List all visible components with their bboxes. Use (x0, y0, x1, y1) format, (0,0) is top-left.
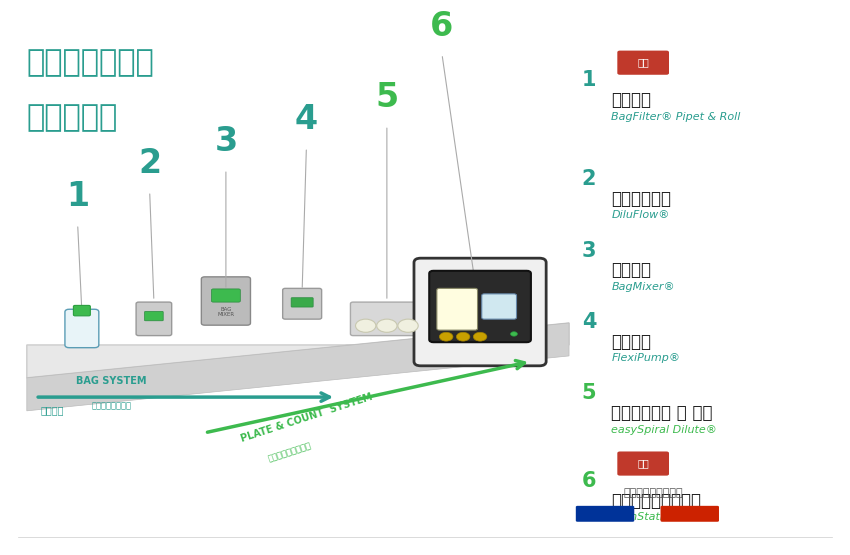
Polygon shape (27, 323, 569, 411)
FancyBboxPatch shape (617, 51, 669, 75)
Text: 样品连续稀释 ＋ 接种: 样品连续稀释 ＋ 接种 (611, 404, 713, 422)
FancyBboxPatch shape (136, 302, 172, 336)
FancyBboxPatch shape (660, 506, 719, 522)
FancyBboxPatch shape (437, 289, 478, 330)
Text: 均质稀释采样组合: 均质稀释采样组合 (92, 402, 132, 411)
Text: 液体分装: 液体分装 (611, 333, 651, 351)
FancyBboxPatch shape (212, 289, 241, 302)
Circle shape (456, 332, 470, 341)
Text: 样品自动稀释: 样品自动稀释 (611, 190, 672, 208)
Text: 1: 1 (581, 70, 596, 90)
Text: 6: 6 (581, 471, 596, 491)
FancyBboxPatch shape (201, 277, 251, 325)
Text: FlexiPump®: FlexiPump® (611, 353, 680, 363)
Text: BagFilter® Pipet & Roll: BagFilter® Pipet & Roll (611, 112, 740, 122)
FancyBboxPatch shape (283, 289, 321, 319)
FancyBboxPatch shape (617, 451, 669, 476)
Text: PLATE & COUNT  SYSTEM: PLATE & COUNT SYSTEM (239, 392, 373, 444)
Text: 法国设计，法国制造: 法国设计，法国制造 (624, 488, 683, 498)
Text: 6: 6 (430, 10, 454, 43)
Circle shape (473, 332, 487, 341)
Text: 自动接种和菌落计数: 自动接种和菌落计数 (267, 441, 312, 463)
FancyBboxPatch shape (350, 302, 423, 336)
Circle shape (511, 332, 518, 336)
Text: 新品: 新品 (638, 458, 649, 468)
Text: BAG
MIXER: BAG MIXER (218, 307, 235, 317)
Circle shape (398, 319, 418, 332)
Circle shape (439, 332, 453, 341)
Text: 1: 1 (66, 180, 89, 213)
Text: 样品均质: 样品均质 (611, 261, 651, 280)
Text: 固体样品: 固体样品 (41, 405, 64, 415)
Text: BagMixer®: BagMixer® (611, 282, 675, 292)
FancyBboxPatch shape (292, 297, 313, 307)
Text: 到细菌分析: 到细菌分析 (27, 103, 118, 132)
Text: 3: 3 (581, 241, 596, 261)
Text: DiluFlow®: DiluFlow® (611, 210, 670, 220)
FancyBboxPatch shape (73, 305, 90, 316)
Text: 4: 4 (581, 312, 596, 332)
Text: 菌落实时培养及计数: 菌落实时培养及计数 (611, 492, 701, 510)
Circle shape (377, 319, 397, 332)
Text: 新品: 新品 (638, 57, 649, 67)
FancyBboxPatch shape (482, 294, 517, 319)
FancyBboxPatch shape (575, 506, 634, 522)
Text: 4: 4 (295, 103, 318, 137)
FancyBboxPatch shape (65, 309, 99, 347)
Text: 3: 3 (214, 125, 237, 158)
Circle shape (355, 319, 376, 332)
FancyBboxPatch shape (144, 311, 163, 321)
FancyBboxPatch shape (429, 271, 531, 342)
Text: 菌落计数结果: 菌落计数结果 (489, 311, 522, 334)
Text: 从固体样品制备: 从固体样品制备 (27, 48, 155, 77)
Text: 5: 5 (581, 384, 597, 403)
Text: BAG SYSTEM: BAG SYSTEM (76, 376, 147, 386)
Text: 样品采集: 样品采集 (611, 91, 651, 109)
FancyBboxPatch shape (414, 258, 547, 366)
Text: ScanStation®: ScanStation® (611, 512, 689, 522)
Text: 2: 2 (581, 169, 596, 189)
Polygon shape (27, 323, 569, 378)
Text: 2: 2 (138, 147, 162, 180)
Text: 5: 5 (375, 81, 399, 114)
Text: easySpiral Dilute®: easySpiral Dilute® (611, 425, 717, 435)
